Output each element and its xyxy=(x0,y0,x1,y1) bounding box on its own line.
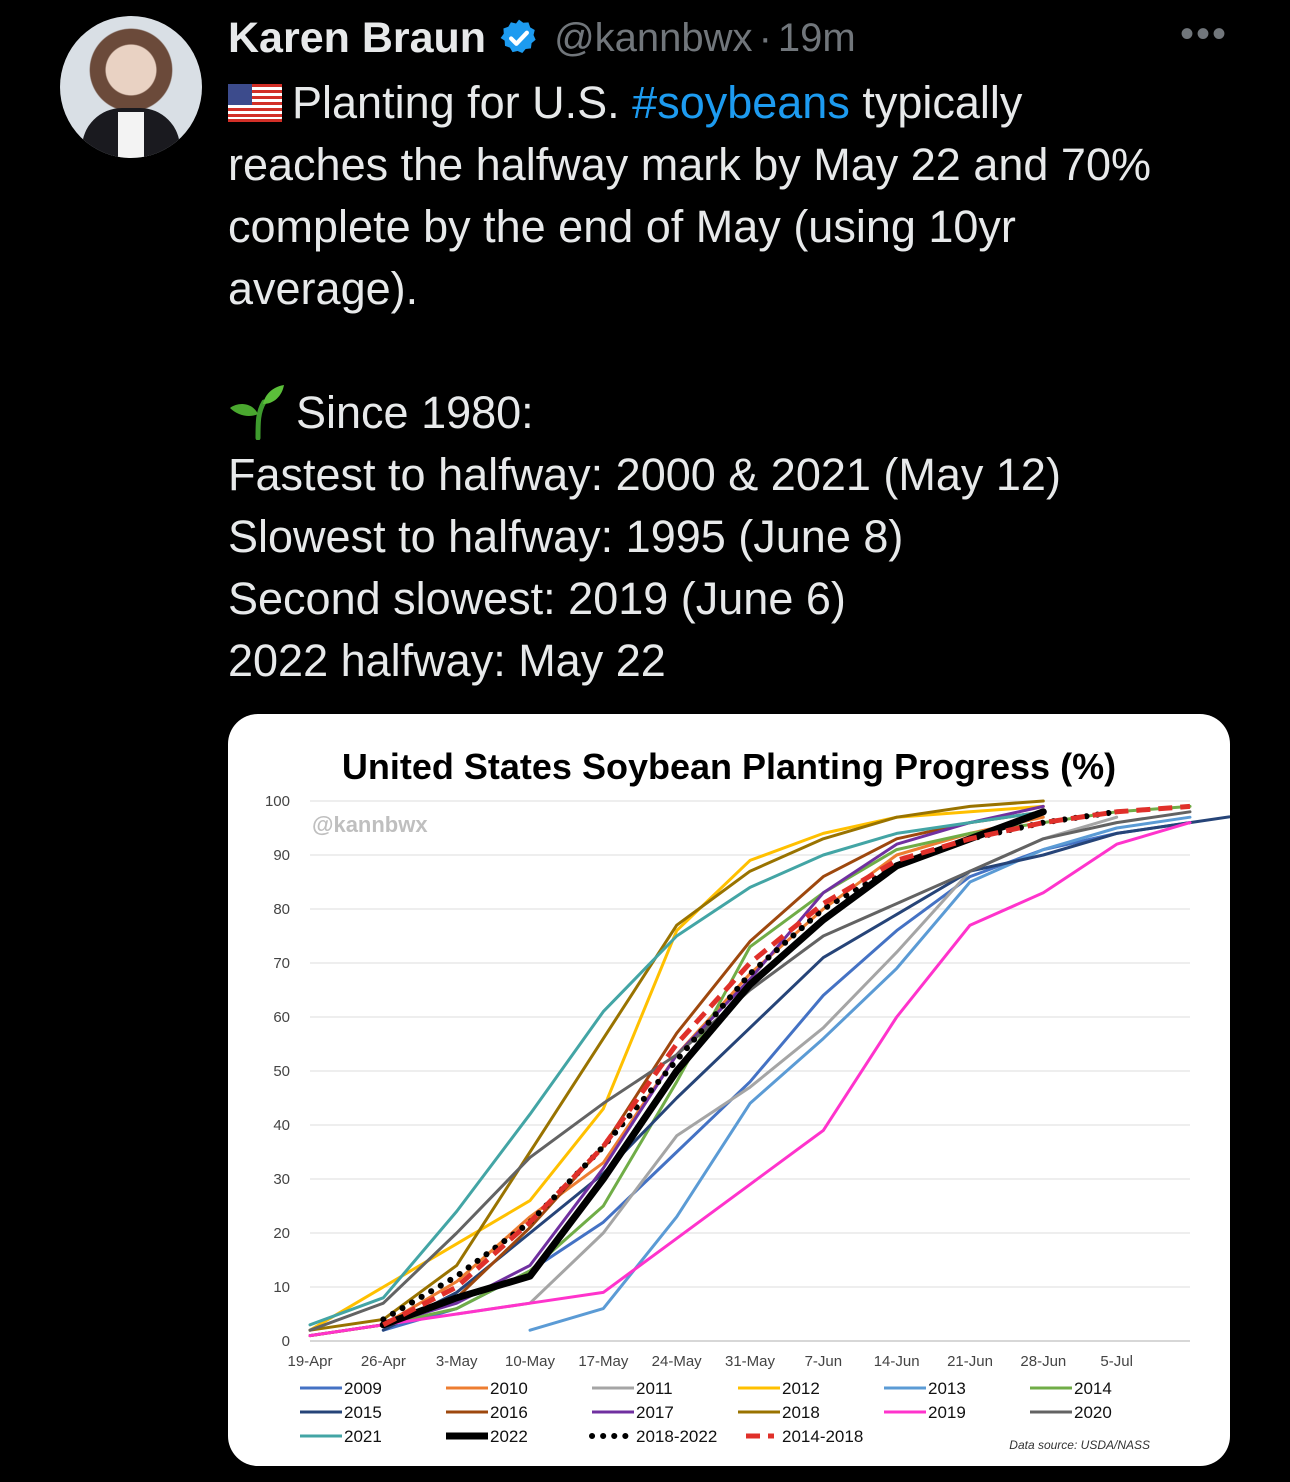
us-flag-icon xyxy=(228,84,282,122)
tweet-line-1-start: Planting for U.S. xyxy=(292,77,620,128)
x-tick-label: 26-Apr xyxy=(361,1353,406,1370)
legend-label-2016: 2016 xyxy=(490,1403,528,1422)
avatar-shirt xyxy=(118,112,144,158)
legend-label-2010: 2010 xyxy=(490,1379,528,1398)
tweet-line-6: Fastest to halfway: 2000 & 2021 (May 12) xyxy=(228,449,1061,500)
author-name[interactable]: Karen Braun xyxy=(228,13,487,62)
legend-label-2022: 2022 xyxy=(490,1427,528,1446)
more-icon[interactable]: ••• xyxy=(1180,12,1229,56)
legend-label-2011: 2011 xyxy=(636,1379,673,1398)
author-handle[interactable]: @kannbwx xyxy=(554,15,753,60)
tweet-text: Planting for U.S. #soybeans typically re… xyxy=(228,72,1258,692)
legend-label-2018: 2018 xyxy=(782,1403,820,1422)
tweet-line-7: Slowest to halfway: 1995 (June 8) xyxy=(228,511,904,562)
tweet-line-5-text: Since 1980: xyxy=(296,387,534,438)
verified-badge-icon xyxy=(500,19,536,54)
legend-label-2009: 2009 xyxy=(344,1379,382,1398)
y-tick-label: 40 xyxy=(273,1117,290,1134)
chart-watermark: @kannbwx xyxy=(312,812,428,837)
tweet-line-3: complete by the end of May (using 10yr xyxy=(228,201,1016,252)
x-tick-label: 7-Jun xyxy=(805,1353,843,1370)
tweet-line-9: 2022 halfway: May 22 xyxy=(228,635,666,686)
chart-title: United States Soybean Planting Progress … xyxy=(342,746,1116,787)
y-tick-label: 80 xyxy=(273,901,290,918)
tweet-line-5: Since 1980: xyxy=(228,382,1258,444)
y-tick-label: 100 xyxy=(265,793,290,810)
x-tick-label: 28-Jun xyxy=(1020,1353,1066,1370)
series-line-2019 xyxy=(308,821,1192,1338)
legend-label-2014: 2014 xyxy=(1074,1379,1112,1398)
y-tick-label: 10 xyxy=(273,1279,290,1296)
series-line-2013 xyxy=(528,815,1192,1332)
legend-label-2013: 2013 xyxy=(928,1379,966,1398)
legend-label-2020: 2020 xyxy=(1074,1403,1112,1422)
tweet-header: Karen Braun @kannbwx · 19m xyxy=(228,10,856,66)
series-line-2022 xyxy=(379,808,1047,1329)
y-tick-label: 90 xyxy=(273,847,290,864)
y-tick-label: 20 xyxy=(273,1225,290,1242)
legend-label-2015: 2015 xyxy=(344,1403,382,1422)
x-tick-label: 5-Jul xyxy=(1100,1353,1133,1370)
tweet-line-1-end: typically xyxy=(862,77,1023,128)
x-tick-label: 19-Apr xyxy=(287,1353,332,1370)
header-separator: · xyxy=(758,15,772,60)
chart-image-card[interactable]: United States Soybean Planting Progress … xyxy=(228,714,1230,1466)
tweet-line-4: average). xyxy=(228,263,419,314)
series-line-2018-2022 xyxy=(380,808,1120,1323)
tweet-line-8: Second slowest: 2019 (June 6) xyxy=(228,573,846,624)
series-line-2018 xyxy=(308,799,1045,1332)
series-line-2015 xyxy=(381,815,1230,1332)
legend-label-2018-2022: 2018-2022 xyxy=(636,1427,717,1446)
y-tick-label: 50 xyxy=(273,1063,290,1080)
author-avatar[interactable] xyxy=(60,16,202,158)
legend-label-2017: 2017 xyxy=(636,1403,674,1422)
y-tick-label: 30 xyxy=(273,1171,290,1188)
y-tick-label: 60 xyxy=(273,1009,290,1026)
x-tick-label: 10-May xyxy=(505,1353,556,1370)
x-tick-label: 24-May xyxy=(652,1353,703,1370)
tweet-timestamp[interactable]: 19m xyxy=(777,15,856,60)
seedling-icon xyxy=(230,385,284,440)
soybean-planting-chart: United States Soybean Planting Progress … xyxy=(265,746,1230,1452)
y-tick-label: 70 xyxy=(273,955,290,972)
x-tick-label: 3-May xyxy=(436,1353,478,1370)
tweet-blank-line xyxy=(228,320,1258,382)
legend-label-2019: 2019 xyxy=(928,1403,966,1422)
hashtag-soybeans[interactable]: #soybeans xyxy=(632,77,850,128)
x-tick-label: 17-May xyxy=(578,1353,629,1370)
series-line-2021 xyxy=(308,810,1045,1327)
chart-source-note: Data source: USDA/NASS xyxy=(1009,1438,1150,1452)
tweet-line-1: Planting for U.S. #soybeans typically xyxy=(228,72,1258,134)
y-tick-label: 0 xyxy=(282,1333,290,1350)
legend-label-2021: 2021 xyxy=(344,1427,382,1446)
legend-label-2014-2018: 2014-2018 xyxy=(782,1427,863,1446)
tweet-line-2: reaches the halfway mark by May 22 and 7… xyxy=(228,139,1151,190)
legend-label-2012: 2012 xyxy=(782,1379,820,1398)
x-tick-label: 14-Jun xyxy=(874,1353,920,1370)
x-tick-label: 31-May xyxy=(725,1353,776,1370)
series-line-2014-2018 xyxy=(382,803,1191,1328)
x-tick-label: 21-Jun xyxy=(947,1353,993,1370)
